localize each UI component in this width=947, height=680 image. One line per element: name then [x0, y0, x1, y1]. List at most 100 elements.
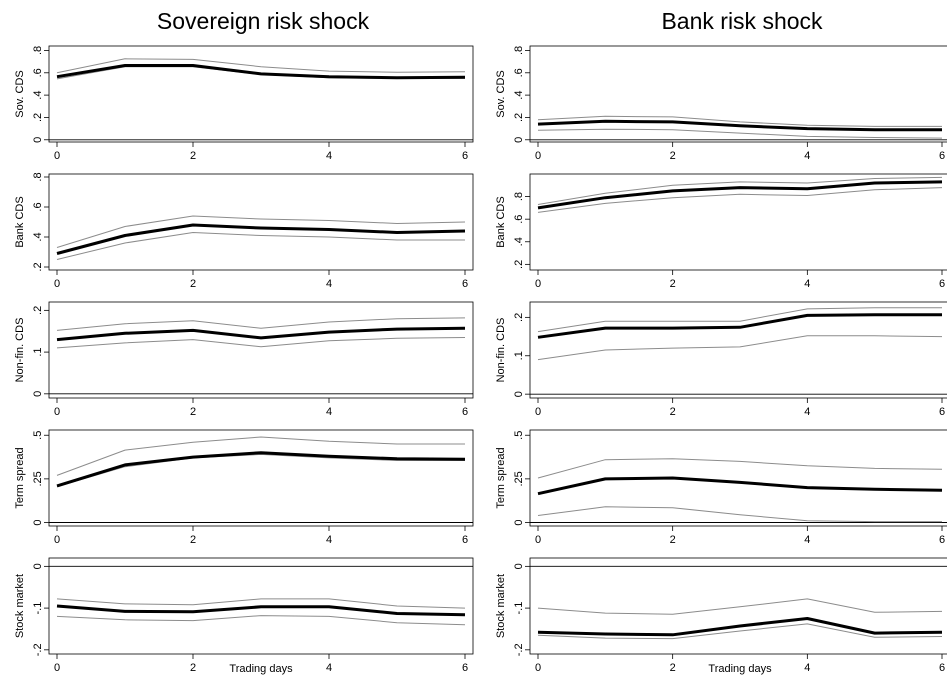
x-tick-label: 6	[462, 278, 468, 290]
lower-band-line	[56, 453, 465, 488]
upper-band-line	[56, 317, 466, 331]
point-estimate-line	[56, 223, 466, 255]
x-tick-label: 4	[326, 406, 332, 418]
x-tick-label: 0	[54, 534, 60, 546]
lower-band-line	[537, 623, 943, 640]
x-tick-label: 4	[804, 150, 810, 162]
y-tick-label: .8	[513, 192, 525, 201]
x-tick-label: 2	[670, 150, 676, 162]
x-tick-label: 2	[670, 406, 676, 418]
x-tick-label: 2	[190, 150, 196, 162]
y-axis-label: Bank CDS	[495, 196, 507, 247]
x-tick-label: 4	[326, 150, 332, 162]
y-tick-label: 0	[32, 391, 44, 397]
x-tick-label: 6	[462, 662, 468, 674]
y-tick-label: 0	[32, 519, 44, 525]
y-axis-label: Non-fin. CDS	[495, 318, 507, 383]
upper-band-line	[537, 598, 943, 615]
x-tick-label: 6	[939, 406, 945, 418]
plot-frame	[48, 429, 474, 527]
x-tick-label: 2	[670, 662, 676, 674]
x-tick-label: 0	[54, 150, 60, 162]
y-tick-label: .1	[32, 347, 44, 356]
column-title-right: Bank risk shock	[661, 8, 823, 34]
y-tick-label: .2	[32, 306, 44, 315]
y-tick-label: .6	[513, 68, 525, 77]
y-tick-label: 0	[32, 563, 44, 569]
lower-band-line	[56, 615, 466, 626]
y-tick-label: .2	[32, 113, 44, 122]
y-axis-label: Non-fin. CDS	[14, 318, 26, 383]
upper-band-line	[537, 458, 943, 479]
x-tick-label: 2	[670, 534, 676, 546]
panel-1-2: 0 .1 .2 Non-fin. CDS 0 2 4 6	[495, 301, 947, 418]
y-tick-label: .8	[513, 46, 525, 55]
panel-1-0: 0 .2 .4 .6 .8 Sov. CDS 0 2 4 6	[495, 45, 947, 162]
x-tick-label: 0	[54, 662, 60, 674]
upper-band-line	[56, 436, 465, 476]
y-tick-label: .25	[513, 471, 525, 486]
y-tick-label: .2	[513, 113, 525, 122]
lower-band-line	[56, 337, 466, 349]
y-tick-label: .8	[32, 46, 44, 55]
panel-0-4: 0 -.1 -.2 Stock market 0 2 4 6 Trading days	[14, 557, 474, 675]
x-tick-label: 6	[462, 534, 468, 546]
x-tick-label: 0	[54, 278, 60, 290]
x-tick-label: 6	[939, 278, 945, 290]
y-axis-label: Stock market	[14, 574, 26, 638]
x-tick-label: 4	[326, 534, 332, 546]
y-tick-label: -.1	[32, 602, 44, 615]
plot-frame	[48, 557, 474, 655]
upper-band-line	[56, 215, 466, 248]
y-tick-label: .25	[32, 471, 44, 486]
point-estimate-line	[537, 119, 942, 132]
x-tick-label: 0	[535, 278, 541, 290]
column-title-left: Sovereign risk shock	[156, 8, 370, 34]
x-tick-label: 0	[535, 406, 541, 418]
panel-0-0: 0 .2 .4 .6 .8 Sov. CDS 0 2 4 6	[14, 45, 474, 162]
y-tick-label: .5	[32, 431, 44, 440]
point-estimate-line	[537, 180, 943, 210]
y-tick-label: .2	[32, 262, 44, 271]
y-tick-label: .2	[513, 260, 525, 269]
y-axis-label: Bank CDS	[14, 196, 26, 247]
y-axis-label: Sov. CDS	[14, 70, 26, 117]
x-tick-label: 0	[535, 150, 541, 162]
x-tick-label: 4	[326, 278, 332, 290]
y-tick-label: .5	[513, 431, 525, 440]
x-tick-label: 6	[462, 406, 468, 418]
y-tick-label: 0	[32, 137, 44, 143]
y-tick-label: .8	[32, 172, 44, 181]
y-tick-label: .4	[32, 91, 44, 100]
point-estimate-line	[56, 326, 466, 342]
x-tick-label: 6	[939, 662, 945, 674]
x-tick-label: 2	[190, 278, 196, 290]
y-tick-label: .6	[513, 215, 525, 224]
y-tick-label: -.2	[513, 643, 525, 656]
y-tick-label: 0	[513, 519, 525, 525]
y-tick-label: 0	[513, 563, 525, 569]
lower-band-line	[537, 128, 943, 139]
plot-frame	[529, 557, 947, 655]
x-tick-label: 6	[939, 150, 945, 162]
panel-0-1: .2 .4 .6 .8 Bank CDS 0 2 4 6	[14, 172, 474, 290]
x-tick-label: 2	[190, 406, 196, 418]
plot-frame	[529, 45, 947, 143]
point-estimate-line	[56, 64, 466, 80]
x-tick-label: 2	[190, 534, 196, 546]
lower-band-line	[537, 335, 943, 361]
y-axis-label: Stock market	[495, 574, 507, 638]
y-tick-label: .2	[513, 313, 525, 322]
x-tick-label: 4	[804, 406, 810, 418]
point-estimate-line	[56, 451, 466, 488]
x-axis-label: Trading days	[229, 663, 293, 675]
x-tick-label: 4	[804, 278, 810, 290]
y-tick-label: -.2	[32, 643, 44, 656]
point-estimate-line	[537, 617, 943, 637]
plot-frame	[529, 301, 947, 399]
point-estimate-line	[537, 476, 943, 496]
point-estimate-line	[56, 604, 466, 617]
panel-0-3: 0 .25 .5 Term spread 0 2 4 6	[14, 429, 474, 546]
